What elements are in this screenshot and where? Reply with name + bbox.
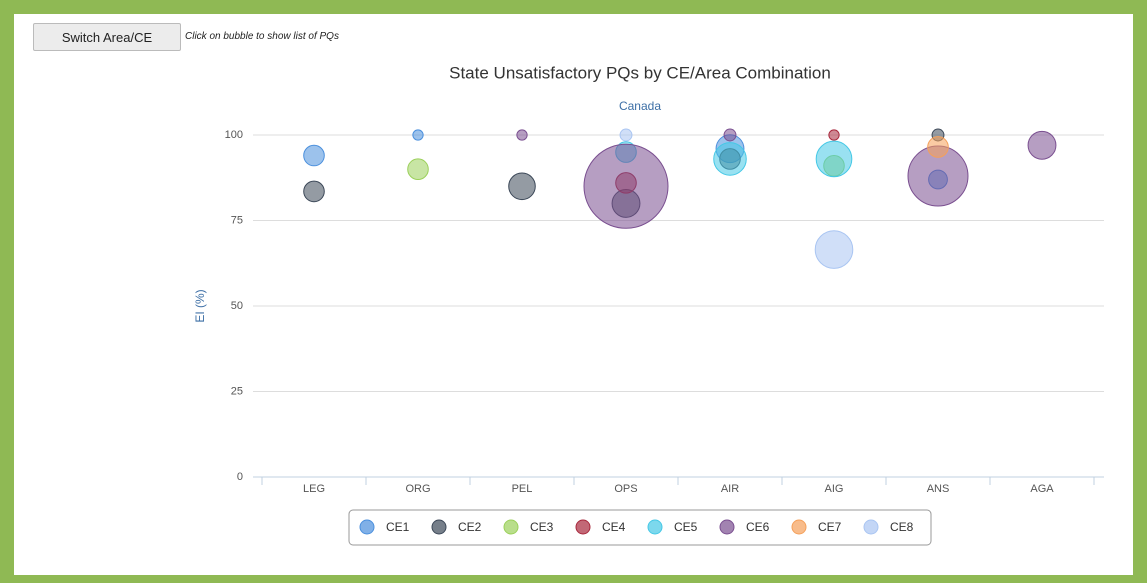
y-tick-label: 0 — [237, 471, 243, 483]
legend-symbol — [575, 519, 591, 535]
bubble — [508, 172, 536, 201]
legend-label: CE7 — [818, 520, 842, 534]
legend-label: CE6 — [746, 520, 770, 534]
x-tick-label: LEG — [303, 483, 325, 495]
x-tick-label: AIG — [825, 483, 844, 495]
bubble — [723, 128, 737, 142]
switch-button[interactable]: Switch Area/CE — [33, 23, 181, 51]
y-tick-label: 25 — [231, 385, 243, 397]
bubble — [303, 180, 325, 203]
bubble — [1027, 130, 1057, 160]
y-tick-label: 75 — [231, 214, 243, 226]
bubble — [815, 140, 853, 178]
bubble — [516, 129, 528, 141]
x-tick-label: AGA — [1030, 483, 1054, 495]
bubble — [303, 144, 325, 167]
x-tick-label: ORG — [405, 483, 430, 495]
legend-symbol — [647, 519, 663, 535]
legend-label: CE1 — [386, 520, 410, 534]
legend-symbol — [503, 519, 519, 535]
y-tick-label: 50 — [231, 300, 243, 312]
x-tick-label: AIR — [721, 483, 739, 495]
legend-label: CE2 — [458, 520, 482, 534]
bubble — [927, 136, 949, 158]
bubble — [412, 129, 424, 141]
legend-label: CE8 — [890, 520, 914, 534]
bubble — [407, 158, 429, 180]
bubble — [619, 128, 633, 142]
legend-symbol — [719, 519, 735, 535]
legend-label: CE4 — [602, 520, 626, 534]
legend-symbol — [791, 519, 807, 535]
bubble — [583, 143, 669, 229]
x-tick-label: ANS — [927, 483, 950, 495]
hint: Click on bubble to show list of PQs — [185, 31, 339, 42]
legend-symbol — [431, 519, 447, 535]
legend-label: CE5 — [674, 520, 698, 534]
legend-label: CE3 — [530, 520, 554, 534]
legend-symbol — [359, 519, 375, 535]
legend-symbol — [863, 519, 879, 535]
x-tick-label: PEL — [512, 483, 533, 495]
bubble — [814, 230, 854, 269]
chart-title: State Unsatisfactory PQs by CE/Area Comb… — [449, 63, 831, 82]
bubble — [828, 129, 840, 141]
bubble — [713, 142, 747, 176]
chart-subtitle: Canada — [619, 99, 661, 113]
y-axis-label: EI (%) — [193, 289, 207, 322]
legend-box — [348, 509, 932, 546]
y-tick-label: 100 — [225, 129, 243, 141]
x-tick-label: OPS — [614, 483, 637, 495]
